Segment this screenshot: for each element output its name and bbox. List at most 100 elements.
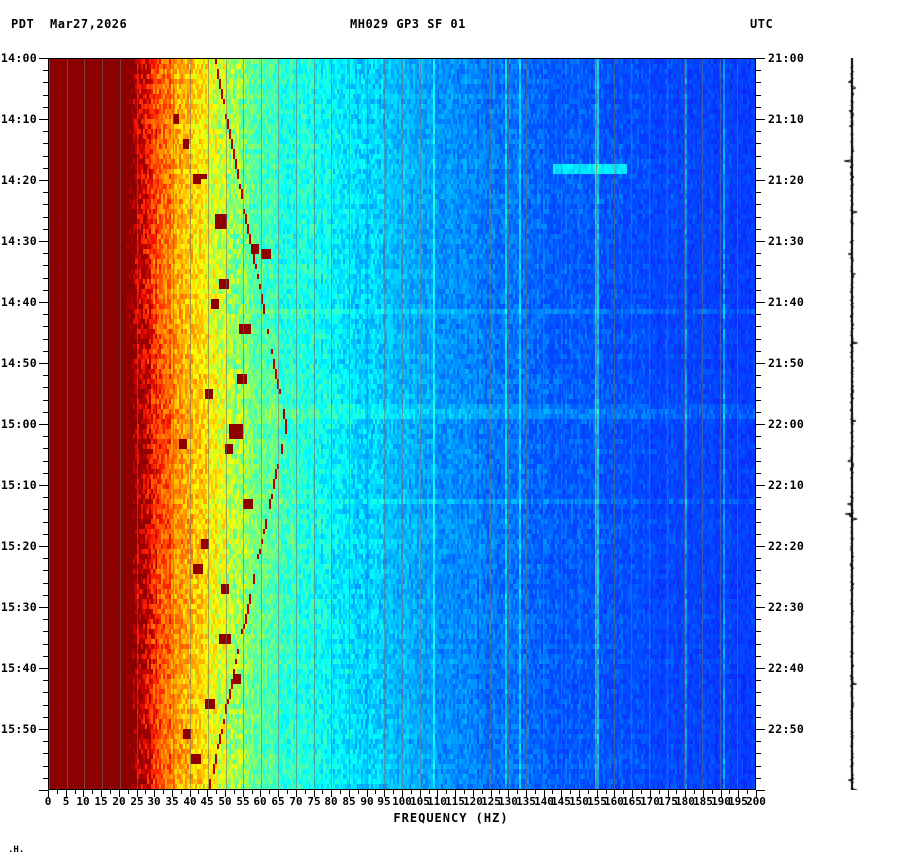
y-axis-label-utc: 22:10 [768, 478, 805, 492]
y-axis-major-tick-right [756, 607, 765, 608]
x-axis-minor-tick [163, 790, 164, 794]
y-axis-minor-tick-left [43, 473, 48, 474]
y-axis-minor-tick-right [756, 753, 761, 754]
x-axis-label: 170 [640, 795, 660, 808]
y-axis-minor-tick-left [43, 290, 48, 291]
x-axis-minor-tick [517, 790, 518, 794]
x-axis-tick [437, 790, 438, 797]
y-axis-major-tick-left [39, 58, 48, 59]
y-axis-minor-tick-right [756, 680, 761, 681]
y-axis-label-pdt: 14:00 [0, 51, 37, 65]
x-axis-label: 135 [516, 795, 536, 808]
x-axis-minor-tick [729, 790, 730, 794]
y-axis-major-tick-left [39, 180, 48, 181]
x-axis-tick [296, 790, 297, 797]
y-axis-label-pdt: 15:20 [0, 539, 37, 553]
y-axis-label-utc: 21:20 [768, 173, 805, 187]
x-axis-minor-tick [411, 790, 412, 794]
x-axis-minor-tick [145, 790, 146, 794]
y-axis-minor-tick-left [43, 351, 48, 352]
y-axis-minor-tick-left [43, 497, 48, 498]
x-axis-tick [685, 790, 686, 797]
x-axis-tick [597, 790, 598, 797]
y-axis-minor-tick-right [756, 95, 761, 96]
x-axis-label: 145 [551, 795, 571, 808]
y-axis-major-tick-left [39, 424, 48, 425]
y-axis-minor-tick-left [43, 217, 48, 218]
y-axis-minor-tick-left [43, 143, 48, 144]
x-axis-tick [473, 790, 474, 797]
y-axis-major-tick-left [39, 119, 48, 120]
y-axis-minor-tick-right [756, 717, 761, 718]
y-axis-label-utc: 22:50 [768, 722, 805, 736]
y-axis-minor-tick-right [756, 375, 761, 376]
x-axis-minor-tick [747, 790, 748, 794]
y-axis-label-pdt: 15:10 [0, 478, 37, 492]
x-axis-tick [66, 790, 67, 797]
y-axis-minor-tick-right [756, 253, 761, 254]
y-axis-minor-tick-left [43, 595, 48, 596]
y-axis-minor-tick-left [43, 168, 48, 169]
y-axis-minor-tick-right [756, 131, 761, 132]
y-axis-label-utc: 22:20 [768, 539, 805, 553]
y-axis-minor-tick-right [756, 70, 761, 71]
x-axis-label: 45 [200, 795, 214, 808]
x-axis-label: 80 [324, 795, 338, 808]
y-axis-minor-tick-right [756, 583, 761, 584]
y-axis-minor-tick-right [756, 509, 761, 510]
x-axis-minor-tick [216, 790, 217, 794]
y-axis-minor-tick-left [43, 412, 48, 413]
y-axis-minor-tick-right [756, 461, 761, 462]
x-axis-tick [738, 790, 739, 797]
y-axis-major-tick-left [39, 668, 48, 669]
y-axis-minor-tick-left [43, 705, 48, 706]
y-axis-minor-tick-right [756, 82, 761, 83]
x-axis-tick [243, 790, 244, 797]
x-axis-minor-tick [676, 790, 677, 794]
y-axis-minor-tick-right [756, 570, 761, 571]
y-axis-label-utc: 21:50 [768, 356, 805, 370]
x-axis-label: 75 [307, 795, 321, 808]
x-axis-minor-tick [322, 790, 323, 794]
y-axis-major-tick-left [39, 790, 48, 791]
x-axis-label: 150 [569, 795, 589, 808]
x-axis-tick [154, 790, 155, 797]
y-axis-minor-tick-right [756, 656, 761, 657]
y-axis-label-pdt: 15:40 [0, 661, 37, 675]
x-axis-tick [367, 790, 368, 797]
x-axis-label: 60 [253, 795, 267, 808]
x-axis-tick [190, 790, 191, 797]
y-axis-minor-tick-left [43, 570, 48, 571]
y-axis-label-utc: 22:40 [768, 661, 805, 675]
y-axis-minor-tick-left [43, 70, 48, 71]
y-axis-minor-tick-right [756, 278, 761, 279]
x-axis-tick [137, 790, 138, 797]
x-axis-minor-tick [305, 790, 306, 794]
corner-mark: .H. [8, 845, 25, 855]
x-axis-label: 110 [427, 795, 447, 808]
y-axis-minor-tick-left [43, 265, 48, 266]
y-axis-minor-tick-left [43, 778, 48, 779]
y-axis-minor-tick-right [756, 692, 761, 693]
y-axis-minor-tick-right [756, 217, 761, 218]
x-axis-minor-tick [606, 790, 607, 794]
y-axis-minor-tick-left [43, 509, 48, 510]
y-axis-minor-tick-right [756, 631, 761, 632]
x-axis-label: 160 [604, 795, 624, 808]
y-axis-minor-tick-left [43, 229, 48, 230]
x-axis-tick [349, 790, 350, 797]
y-axis-minor-tick-right [756, 448, 761, 449]
x-axis-minor-tick [446, 790, 447, 794]
y-axis-label-pdt: 14:40 [0, 295, 37, 309]
y-axis-minor-tick-left [43, 436, 48, 437]
y-axis-minor-tick-right [756, 741, 761, 742]
y-axis-major-tick-right [756, 58, 765, 59]
y-axis-minor-tick-left [43, 131, 48, 132]
x-axis-minor-tick [482, 790, 483, 794]
x-axis-label: 0 [44, 795, 52, 808]
x-axis-tick [544, 790, 545, 797]
x-axis-label: 195 [728, 795, 748, 808]
x-axis-minor-tick [198, 790, 199, 794]
y-axis-minor-tick-left [43, 156, 48, 157]
x-axis-minor-tick [499, 790, 500, 794]
